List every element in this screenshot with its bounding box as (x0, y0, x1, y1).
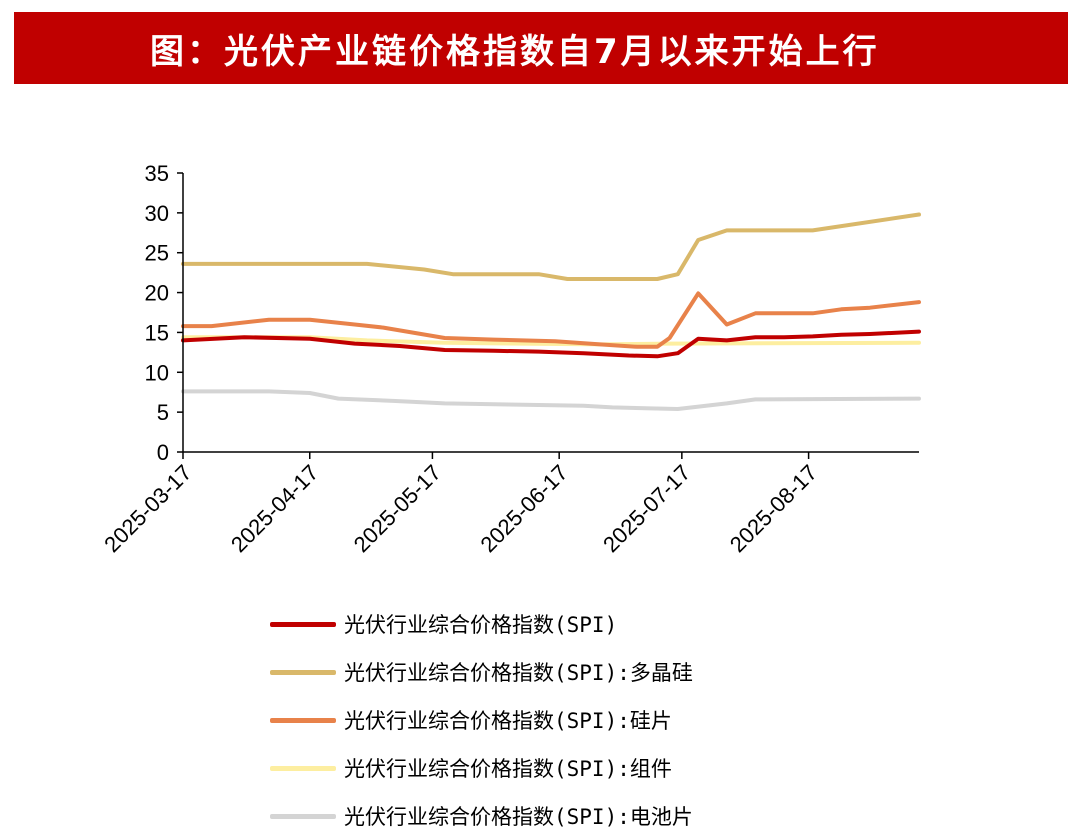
y-tick-label: 25 (145, 241, 169, 266)
x-tick-label: 2025-08-17 (725, 460, 822, 557)
legend-swatch (270, 621, 336, 627)
x-tick-label: 2025-05-17 (349, 460, 446, 557)
legend-item: 光伏行业综合价格指数(SPI):多晶硅 (270, 648, 693, 696)
legend-item: 光伏行业综合价格指数(SPI):硅片 (270, 696, 693, 744)
legend-label: 光伏行业综合价格指数(SPI):硅片 (344, 709, 672, 733)
y-tick-label: 15 (145, 320, 169, 345)
axes: 0 5 10 15 20 25 30 35 2025-03-17 2025-04-17 2025-0… (99, 161, 919, 557)
series-line-4 (181, 389, 921, 411)
chart-title: 图：光伏产业链价格指数自7月以来开始上行 (150, 31, 880, 72)
chart-title-banner: 图：光伏产业链价格指数自7月以来开始上行 (14, 12, 1068, 84)
series-line-2 (181, 291, 921, 349)
y-tick-label: 30 (145, 201, 169, 226)
legend-item: 光伏行业综合价格指数(SPI):电池片 (270, 792, 693, 840)
legend-item: 光伏行业综合价格指数(SPI) (270, 600, 693, 648)
legend-label: 光伏行业综合价格指数(SPI):电池片 (344, 805, 693, 829)
legend-item: 光伏行业综合价格指数(SPI):组件 (270, 744, 693, 792)
x-tick-label: 2025-07-17 (598, 460, 695, 557)
y-tick-label: 10 (145, 360, 169, 385)
legend-swatch (270, 717, 336, 723)
series-line-0 (181, 329, 921, 359)
legend-label: 光伏行业综合价格指数(SPI):组件 (344, 757, 672, 781)
legend-swatch (270, 813, 336, 819)
x-tick-label: 2025-03-17 (99, 460, 196, 557)
x-tick-label: 2025-06-17 (475, 460, 572, 557)
legend-label: 光伏行业综合价格指数(SPI):多晶硅 (344, 661, 693, 685)
legend-swatch (270, 669, 336, 675)
legend-swatch (270, 765, 336, 771)
series-lines (181, 212, 921, 411)
x-tick-label: 2025-04-17 (226, 460, 323, 557)
chart-legend: 光伏行业综合价格指数(SPI) 光伏行业综合价格指数(SPI):多晶硅 光伏行业综合… (270, 600, 693, 840)
y-tick-label: 0 (157, 440, 169, 465)
y-tick-label: 20 (145, 281, 169, 306)
y-tick-label: 5 (157, 400, 169, 425)
series-line-1 (181, 212, 921, 281)
y-tick-label: 35 (145, 161, 169, 186)
legend-label: 光伏行业综合价格指数(SPI) (344, 613, 618, 637)
